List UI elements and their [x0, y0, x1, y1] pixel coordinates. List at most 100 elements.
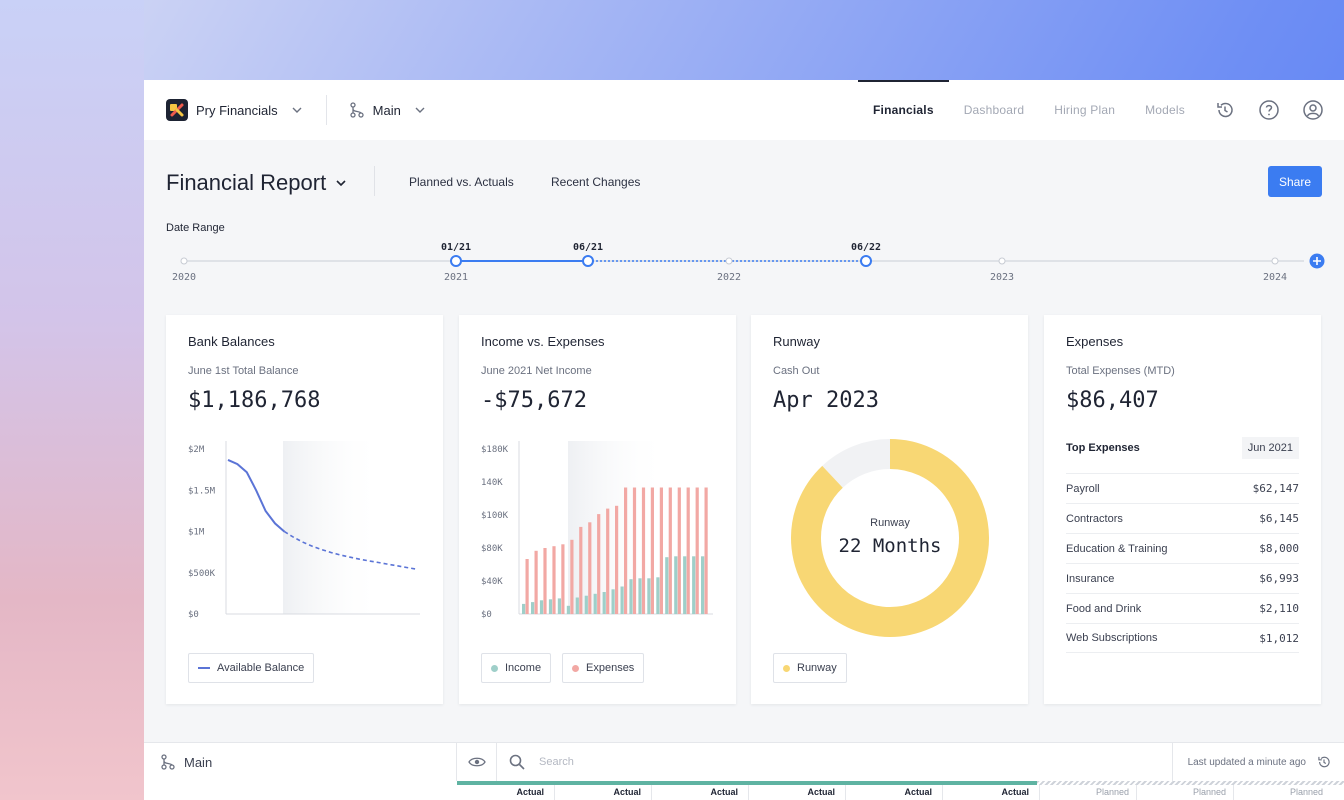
expenses-bar	[650, 487, 654, 614]
tab-dashboard[interactable]: Dashboard	[963, 103, 1025, 117]
income-bar	[602, 592, 606, 614]
y-tick-label: $500K	[188, 569, 216, 579]
sheet-toolbar: Main Last updated a minute ago Ac	[144, 742, 1344, 800]
column-header: Actual	[516, 787, 544, 797]
user-icon[interactable]	[1302, 99, 1324, 121]
link-planned-vs-actuals[interactable]: Planned vs. Actuals	[409, 175, 514, 189]
column-header: Actual	[904, 787, 932, 797]
search-icon	[509, 754, 525, 770]
income-bar	[557, 598, 561, 614]
column-header: Actual	[710, 787, 738, 797]
y-tick-label: $40K	[481, 577, 503, 587]
y-tick-label: $1.5M	[188, 486, 216, 496]
list-item[interactable]: Contractors $6,145	[1066, 503, 1299, 533]
history-icon[interactable]	[1214, 99, 1236, 121]
list-item[interactable]: Food and Drink $2,110	[1066, 593, 1299, 623]
search-input[interactable]	[539, 756, 939, 768]
expenses-dot	[572, 664, 579, 672]
pry-logo-icon	[166, 99, 188, 121]
top-bar: Pry Financials Main Financials Dashboard…	[144, 80, 1344, 140]
card-value: $86,407	[1066, 388, 1159, 413]
donut-center-label: Runway	[870, 517, 910, 529]
date-range-slider[interactable]: 01/21 06/21 06/22 2020 2021 2022 2023 20…	[144, 230, 1344, 290]
income-bar	[629, 579, 633, 614]
link-recent-changes[interactable]: Recent Changes	[551, 175, 641, 189]
sheet-branch[interactable]: Main	[144, 743, 457, 781]
expenses-bar	[534, 550, 538, 615]
income-bar	[683, 556, 687, 615]
app-window: Pry Financials Main Financials Dashboard…	[144, 80, 1344, 800]
income-bar	[593, 593, 597, 614]
income-bar	[674, 556, 678, 615]
help-icon[interactable]	[1258, 99, 1280, 121]
y-tick-label: $1M	[188, 528, 205, 538]
column-divider	[1233, 785, 1234, 800]
legend-income[interactable]: Income	[481, 653, 552, 683]
card-subtitle: Cash Out	[773, 365, 820, 377]
card-subtitle: June 1st Total Balance	[188, 365, 299, 377]
income-bar	[584, 595, 588, 614]
expenses-bar	[615, 505, 619, 614]
expenses-bar	[659, 487, 663, 614]
add-marker-button[interactable]	[1309, 253, 1325, 269]
visibility-toggle[interactable]	[457, 743, 497, 781]
expenses-bar	[570, 539, 574, 615]
expense-label: Education & Training	[1066, 542, 1168, 555]
card-income-vs-expenses: Income vs. Expenses June 2021 Net Income…	[459, 315, 736, 704]
tab-models[interactable]: Models	[1145, 103, 1185, 117]
history-icon[interactable]	[1316, 754, 1332, 770]
expenses-bar	[579, 526, 583, 614]
branch-switcher[interactable]: Main	[349, 102, 427, 118]
workspace-switcher[interactable]: Pry Financials	[166, 99, 304, 121]
planned-bar	[1037, 781, 1344, 785]
series-line-actual	[227, 458, 286, 533]
legend-label: Runway	[797, 662, 837, 674]
card-value: -$75,672	[481, 388, 587, 413]
legend-available-balance[interactable]: Available Balance	[188, 653, 315, 683]
last-updated: Last updated a minute ago	[1172, 743, 1344, 781]
remaining-slice	[822, 439, 891, 489]
chevron-down-icon	[415, 107, 425, 113]
expense-label: Insurance	[1066, 572, 1115, 585]
card-subtitle: Total Expenses (MTD)	[1066, 365, 1175, 377]
income-bar	[539, 600, 544, 615]
income-bar	[566, 605, 570, 615]
card-expenses: Expenses Total Expenses (MTD) $86,407 To…	[1044, 315, 1321, 704]
card-title: Runway	[773, 334, 820, 349]
expenses-bar	[695, 487, 699, 614]
range-mid-handle[interactable]	[582, 255, 594, 267]
year-tick	[180, 257, 188, 265]
income-bar	[638, 578, 642, 615]
expenses-bar	[561, 544, 565, 614]
share-button[interactable]: Share	[1268, 166, 1322, 197]
period-badge[interactable]: Jun 2021	[1241, 437, 1299, 459]
expenses-bar	[641, 487, 646, 614]
tab-hiring-plan[interactable]: Hiring Plan	[1054, 103, 1116, 117]
expense-amount: $2,110	[1259, 602, 1299, 615]
tab-financials[interactable]: Financials	[858, 80, 949, 140]
range-end-handle[interactable]	[860, 255, 872, 267]
range-start-handle[interactable]	[450, 255, 462, 267]
legend-expenses[interactable]: Expenses	[562, 653, 645, 683]
expense-label: Web Subscriptions	[1066, 632, 1158, 644]
expenses-bar	[606, 508, 610, 614]
expenses-bar	[543, 548, 547, 614]
list-item[interactable]: Payroll $62,147	[1066, 473, 1299, 503]
expenses-bar	[624, 487, 628, 614]
expense-amount: $6,145	[1259, 512, 1299, 525]
expenses-bar	[686, 487, 690, 614]
income-bar	[620, 586, 624, 614]
column-header: Planned	[1290, 787, 1324, 797]
list-item[interactable]: Education & Training $8,000	[1066, 533, 1299, 563]
report-title[interactable]: Financial Report	[166, 170, 348, 196]
line-swatch	[198, 667, 210, 669]
legend-runway[interactable]: Runway	[773, 653, 847, 683]
income-bar	[692, 556, 696, 615]
column-divider	[651, 785, 652, 800]
legend-label: Expenses	[586, 662, 635, 674]
list-item[interactable]: Insurance $6,993	[1066, 563, 1299, 593]
list-item[interactable]: Web Subscriptions $1,012	[1066, 623, 1299, 653]
eye-icon	[467, 757, 486, 767]
income-bar	[656, 577, 660, 614]
series-line-forecast	[283, 530, 417, 570]
